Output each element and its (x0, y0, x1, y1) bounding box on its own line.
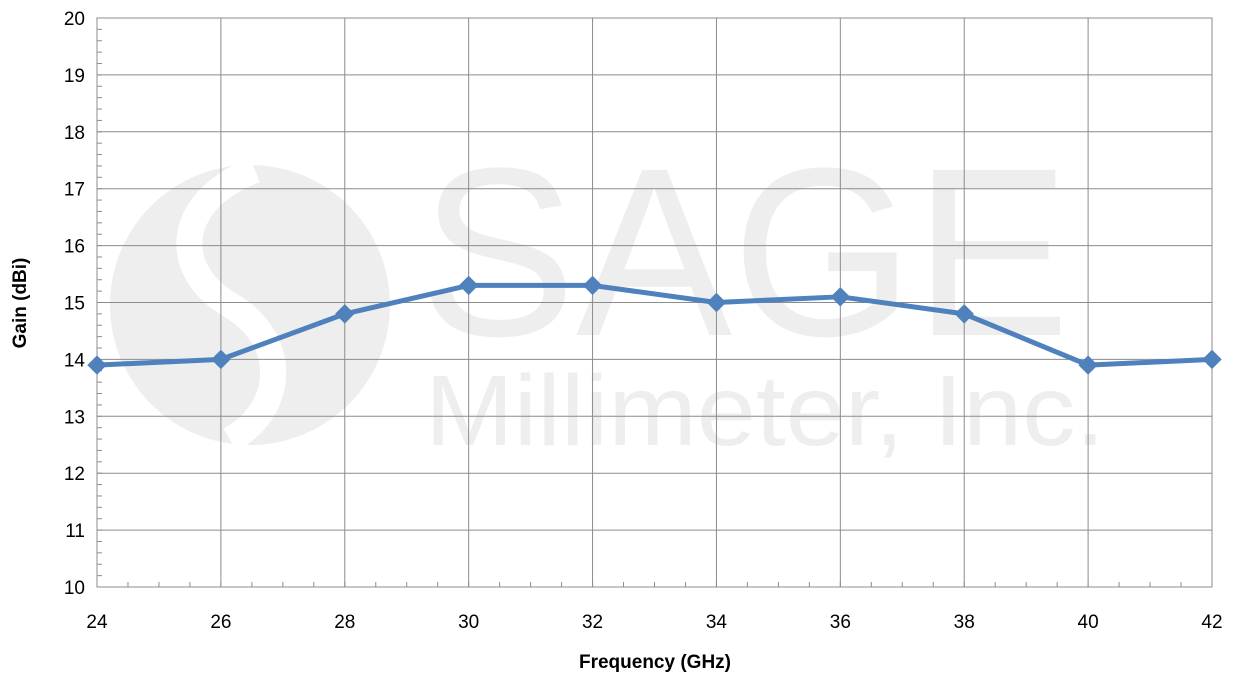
grid (96, 17, 1213, 588)
x-tick-label: 32 (582, 612, 603, 633)
data-point-diamond (335, 304, 355, 324)
x-tick-label: 42 (1201, 612, 1222, 633)
x-tick-label: 36 (830, 612, 851, 633)
data-point-diamond (211, 349, 231, 370)
x-tick-label: 30 (458, 612, 479, 633)
y-tick-label: 15 (64, 294, 85, 315)
x-tick-label: 24 (86, 612, 108, 633)
x-tick-labels: 24 26 28 30 32 34 36 38 40 42 (86, 612, 1222, 633)
x-axis-title: Frequency (GHz) (579, 652, 731, 673)
x-tick-label: 40 (1078, 612, 1099, 633)
x-tick-label: 28 (334, 612, 355, 633)
series-line (96, 282, 1213, 368)
data-point-diamond (830, 287, 851, 307)
x-tick-label: 26 (210, 612, 231, 633)
watermark-company: Millimeter, Inc. (425, 355, 1105, 467)
x-tick-label: 38 (954, 612, 975, 633)
watermark: SAGE Millimeter, Inc. (110, 118, 1105, 467)
y-axis-title: Gain (dBi) (10, 258, 31, 349)
y-tick-label: 10 (64, 578, 85, 599)
y-tick-label: 14 (64, 350, 86, 371)
data-point-diamond (458, 275, 479, 296)
y-tick-label: 18 (64, 123, 85, 144)
data-point-diamond (1202, 349, 1222, 370)
watermark-logo-icon (110, 157, 390, 452)
series (87, 275, 1222, 375)
data-point-diamond (1078, 355, 1098, 375)
data-point-diamond (706, 292, 727, 313)
data-point-diamond (954, 304, 974, 324)
y-tick-labels: 10 11 12 13 14 15 16 17 18 19 20 (64, 9, 86, 599)
y-tick-label: 20 (64, 9, 85, 30)
y-tick-label: 16 (64, 237, 85, 258)
minor-ticks (96, 17, 1213, 588)
y-tick-label: 19 (64, 66, 85, 87)
data-point-diamond (87, 355, 107, 375)
x-tick-label: 34 (706, 612, 728, 633)
watermark-brand: SAGE (420, 118, 1070, 386)
y-tick-label: 12 (64, 464, 85, 485)
y-tick-label: 17 (64, 180, 85, 201)
data-point-diamond (582, 275, 603, 296)
y-tick-label: 13 (64, 407, 85, 428)
y-tick-label: 11 (65, 521, 85, 542)
